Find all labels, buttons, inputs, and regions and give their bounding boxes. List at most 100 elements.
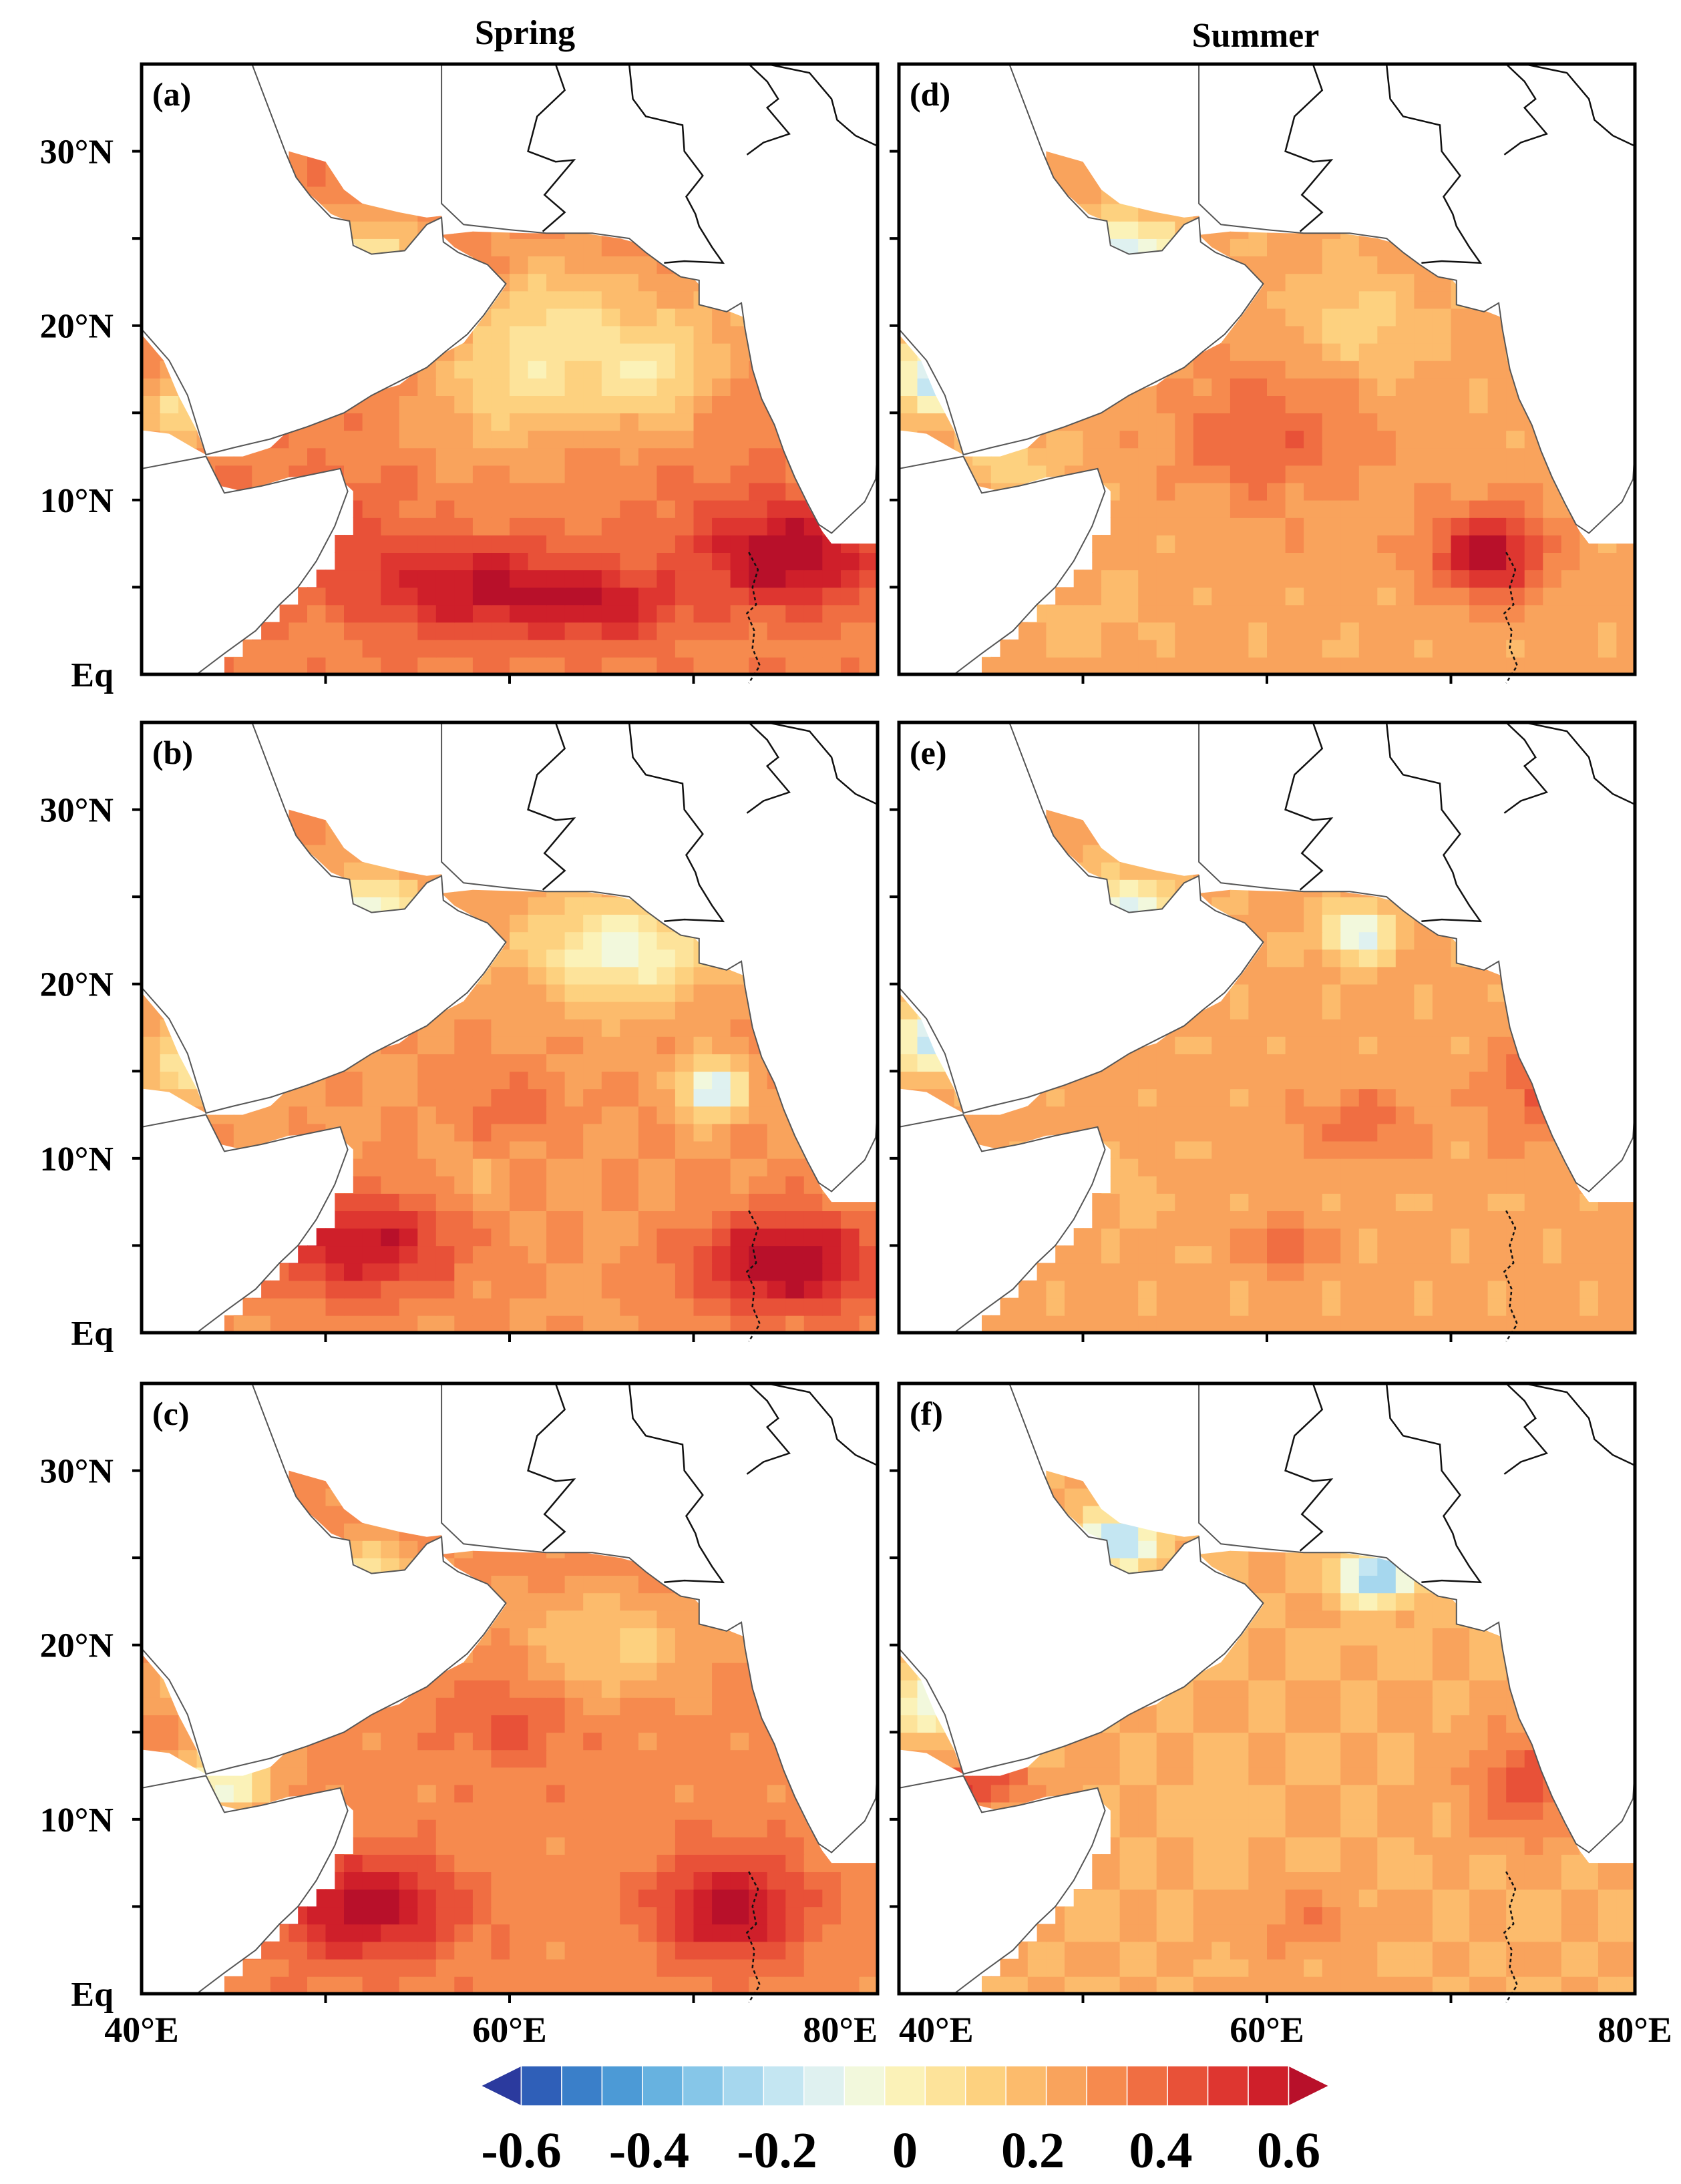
sst-cell	[712, 1297, 731, 1316]
sst-cell	[546, 639, 566, 658]
sst-cell	[344, 1106, 363, 1124]
sst-cell	[564, 1837, 584, 1855]
sst-cell	[510, 273, 529, 292]
sst-cell	[1487, 378, 1507, 396]
sst-cell	[859, 1211, 878, 1229]
sst-cell	[510, 1924, 529, 1942]
sst-cell	[546, 1715, 566, 1733]
sst-cell	[657, 1001, 676, 1020]
sst-cell	[307, 622, 327, 640]
sst-cell	[730, 1018, 749, 1037]
sst-cell	[803, 1941, 823, 1960]
sst-cell	[730, 1193, 749, 1211]
sst-cell	[1506, 587, 1525, 606]
sst-cell	[693, 1906, 713, 1925]
sst-cell	[564, 587, 584, 606]
sst-cell	[583, 656, 602, 674]
sst-cell	[435, 1036, 455, 1054]
sst-cell	[454, 587, 474, 606]
sst-cell	[1524, 656, 1544, 674]
sst-cell	[620, 966, 639, 985]
sst-cell	[712, 1228, 731, 1247]
sst-cell	[510, 931, 529, 950]
sst-cell	[693, 604, 713, 623]
sst-cell	[712, 1801, 731, 1820]
sst-cell	[362, 1071, 381, 1090]
sst-cell	[1248, 587, 1268, 606]
sst-cell	[325, 1906, 345, 1925]
sst-cell	[601, 1123, 621, 1142]
sst-cell	[1248, 622, 1268, 640]
sst-cell	[289, 1263, 308, 1281]
sst-cell	[1616, 604, 1635, 623]
sst-cell	[491, 552, 510, 571]
sst-cell	[1469, 604, 1489, 623]
sst-cell	[601, 1575, 621, 1594]
sst-cell	[510, 1958, 529, 1977]
sst-cell	[638, 290, 658, 309]
sst-cell	[1248, 656, 1268, 674]
sst-cell	[417, 1819, 437, 1837]
sst-cell	[435, 1211, 455, 1229]
sst-cell	[1340, 430, 1360, 449]
sst-cell	[1065, 639, 1084, 658]
sst-cell	[785, 1976, 805, 1994]
sst-cell	[803, 552, 823, 571]
sst-cell	[785, 1872, 805, 1890]
sst-cell	[491, 966, 510, 985]
sst-cell	[1432, 656, 1452, 674]
sst-cell	[454, 639, 474, 658]
sst-cell	[564, 1193, 584, 1211]
sst-cell	[381, 1924, 400, 1942]
sst-cell	[620, 1280, 639, 1299]
sst-cell	[1156, 604, 1175, 623]
sst-cell	[564, 1715, 584, 1733]
sst-cell	[620, 1801, 639, 1820]
sst-cell	[1543, 639, 1562, 658]
sst-cell	[325, 1297, 345, 1316]
sst-cell	[638, 1054, 658, 1072]
country-border	[628, 63, 725, 264]
sst-cell	[399, 639, 418, 658]
sst-cell	[712, 1245, 731, 1264]
sst-cell	[1304, 465, 1323, 483]
sst-cell	[289, 1924, 308, 1942]
sst-cell	[712, 1732, 731, 1751]
sst-cell	[510, 465, 529, 483]
sst-cell	[583, 1941, 602, 1960]
sst-cell	[362, 570, 381, 588]
sst-cell	[1211, 535, 1231, 553]
sst-cell	[675, 1872, 695, 1890]
sst-cell	[803, 622, 823, 640]
sst-cell	[620, 552, 639, 571]
sst-cell	[491, 1558, 510, 1576]
sst-cell	[546, 1767, 566, 1785]
sst-cell	[1138, 656, 1157, 674]
sst-cell	[491, 1036, 510, 1054]
sst-cell	[675, 1140, 695, 1159]
sst-cell	[675, 1315, 695, 1333]
sst-cell	[435, 1315, 455, 1333]
sst-cell	[1340, 378, 1360, 396]
sst-cell	[675, 1715, 695, 1733]
sst-cell	[693, 1106, 713, 1124]
sst-cell	[767, 656, 787, 674]
sst-cell	[767, 570, 787, 588]
sst-cell	[362, 1123, 381, 1142]
sst-cell	[712, 1176, 731, 1194]
sst-cell	[528, 535, 547, 553]
sst-cell	[546, 1140, 566, 1159]
sst-cell	[1451, 656, 1470, 674]
sst-cell	[730, 395, 749, 414]
sst-cell	[638, 1976, 658, 1994]
sst-cell	[1211, 430, 1231, 449]
sst-cell	[564, 914, 584, 933]
sst-cell	[472, 325, 492, 344]
sst-cell	[546, 1662, 566, 1681]
sst-cell	[1211, 378, 1231, 396]
sst-cell	[1175, 604, 1194, 623]
sst-cell	[435, 1732, 455, 1751]
sst-cell	[510, 622, 529, 640]
sst-cell	[510, 1054, 529, 1072]
sst-cell	[362, 879, 381, 897]
